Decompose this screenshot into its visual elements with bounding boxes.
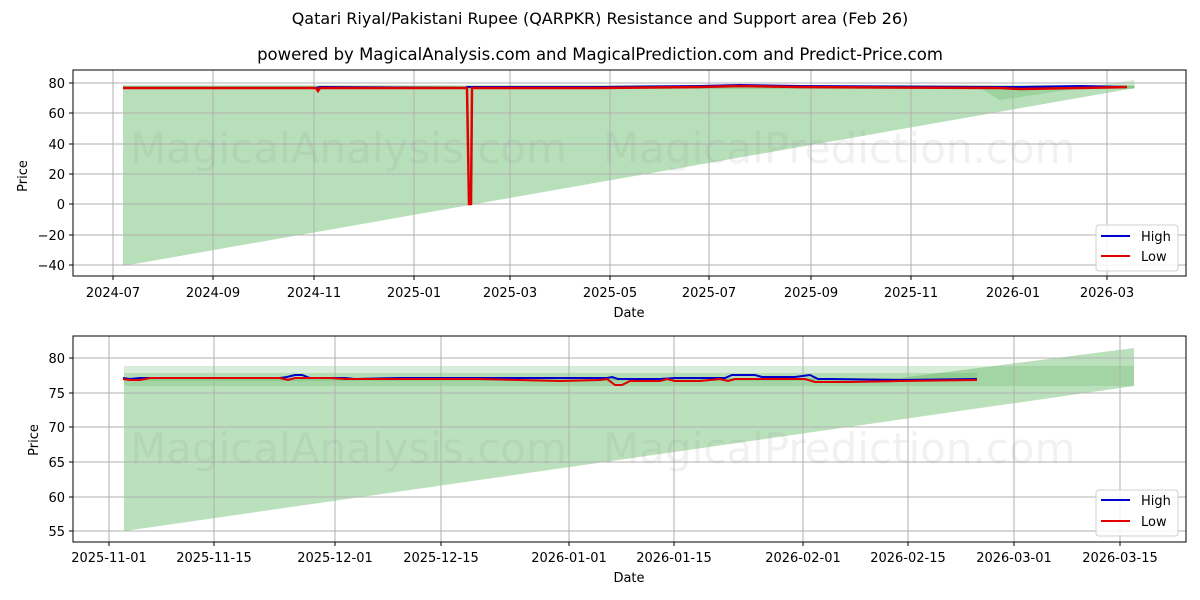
legend-high: High: [1141, 494, 1171, 509]
svg-text:80: 80: [48, 352, 65, 367]
watermark-analysis: MagicalAnalysis.com: [130, 424, 567, 473]
y-tick-marks: [69, 82, 73, 266]
svg-text:2026-01-01: 2026-01-01: [531, 551, 607, 566]
x-axis-label: Date: [613, 306, 644, 321]
svg-text:75: 75: [48, 387, 65, 402]
support-area: [123, 80, 1135, 266]
svg-text:2026-03-15: 2026-03-15: [1082, 551, 1158, 566]
y-axis-label: Price: [16, 160, 31, 192]
svg-text:2025-11-15: 2025-11-15: [176, 551, 252, 566]
watermark-prediction: MagicalPrediction.com: [603, 124, 1076, 173]
x-axis-label: Date: [613, 571, 644, 586]
svg-text:−20: −20: [38, 229, 65, 244]
svg-text:60: 60: [48, 491, 65, 506]
top-chart: MagicalAnalysis.com MagicalPrediction.co…: [16, 69, 1187, 321]
svg-text:55: 55: [48, 525, 65, 540]
svg-text:2026-03: 2026-03: [1080, 286, 1134, 301]
support-extension: [980, 80, 1134, 100]
y-axis-label: Price: [27, 424, 42, 456]
svg-text:2024-07: 2024-07: [86, 286, 140, 301]
x-tick-marks: [112, 276, 1108, 280]
x-axis: 2024-07 2024-09 2024-11 2025-01 2025-03 …: [86, 286, 1134, 301]
legend-low: Low: [1141, 515, 1167, 530]
svg-text:2024-09: 2024-09: [186, 286, 240, 301]
y-axis: 80 60 40 20 0 −20 −40: [38, 77, 65, 274]
legend: High Low: [1095, 489, 1179, 537]
svg-text:2025-09: 2025-09: [784, 286, 838, 301]
y-tick-marks: [69, 357, 73, 532]
svg-text:2025-11-01: 2025-11-01: [71, 551, 147, 566]
legend-low: Low: [1141, 250, 1167, 265]
svg-text:60: 60: [48, 107, 65, 122]
watermark-analysis: MagicalAnalysis.com: [130, 124, 567, 173]
legend-high: High: [1141, 230, 1171, 245]
svg-text:40: 40: [48, 138, 65, 153]
svg-text:2025-05: 2025-05: [583, 286, 637, 301]
low-line: [123, 84, 1128, 206]
chart-subtitle: powered by MagicalAnalysis.com and Magic…: [257, 45, 943, 64]
svg-text:2024-11: 2024-11: [287, 286, 341, 301]
grid: [73, 70, 1186, 276]
svg-text:2026-03-01: 2026-03-01: [976, 551, 1052, 566]
x-tick-marks: [108, 542, 1121, 546]
svg-text:2026-02-15: 2026-02-15: [870, 551, 946, 566]
svg-text:80: 80: [48, 77, 65, 92]
support-area: [124, 348, 1134, 531]
svg-text:2025-03: 2025-03: [483, 286, 537, 301]
svg-text:2026-01-15: 2026-01-15: [636, 551, 712, 566]
plot-frame: [72, 335, 1187, 543]
chart-title: Qatari Riyal/Pakistani Rupee (QARPKR) Re…: [291, 9, 909, 28]
svg-text:2026-01: 2026-01: [986, 286, 1040, 301]
watermark-prediction: MagicalPrediction.com: [603, 424, 1076, 473]
grid: [73, 336, 1186, 542]
svg-text:2025-12-15: 2025-12-15: [403, 551, 479, 566]
svg-text:2025-11: 2025-11: [884, 286, 938, 301]
svg-text:2025-01: 2025-01: [387, 286, 441, 301]
legend: High Low: [1095, 224, 1179, 272]
svg-text:65: 65: [48, 456, 65, 471]
x-axis: 2025-11-01 2025-11-15 2025-12-01 2025-12…: [71, 551, 1158, 566]
svg-text:2026-02-01: 2026-02-01: [765, 551, 841, 566]
plot-frame: [72, 69, 1187, 277]
low-line: [122, 377, 978, 386]
svg-text:2025-12-01: 2025-12-01: [297, 551, 373, 566]
bottom-chart: MagicalAnalysis.com MagicalPrediction.co…: [27, 335, 1187, 586]
high-line: [122, 373, 978, 382]
y-axis: 80 75 70 65 60 55: [48, 352, 65, 540]
svg-text:2025-07: 2025-07: [682, 286, 736, 301]
svg-text:20: 20: [48, 168, 65, 183]
svg-text:70: 70: [48, 421, 65, 436]
svg-text:0: 0: [57, 198, 65, 213]
svg-text:−40: −40: [38, 259, 65, 274]
